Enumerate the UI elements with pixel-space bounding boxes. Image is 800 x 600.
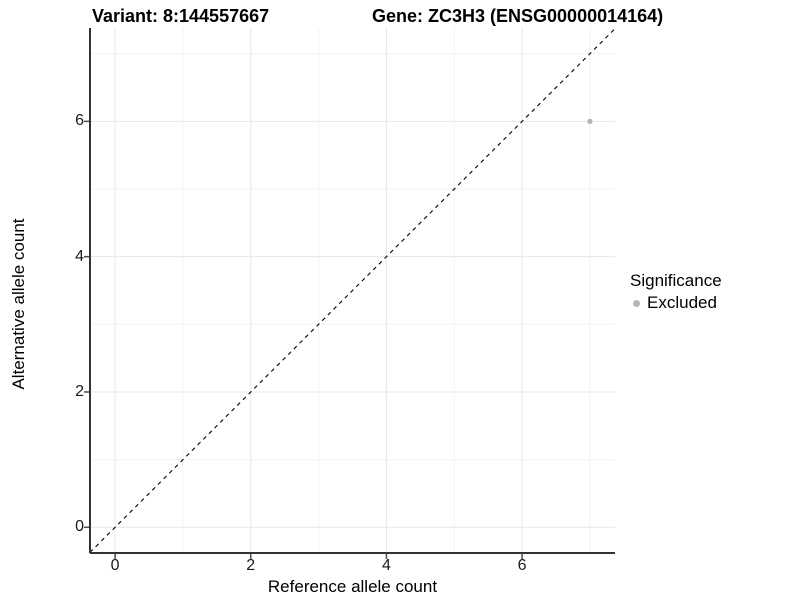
plot-panel — [84, 28, 616, 559]
gene-title: Gene: ZC3H3 (ENSG00000014164) — [372, 6, 664, 26]
legend: Significance Excluded — [630, 271, 722, 313]
legend-entries: Excluded — [630, 293, 722, 313]
x-tick-label: 6 — [517, 557, 527, 574]
legend-label: Excluded — [647, 293, 717, 312]
variant-title: Variant: 8:144557667 — [92, 6, 270, 26]
y-tick-label: 0 — [75, 518, 84, 536]
y-axis-title: Alternative allele count — [9, 218, 28, 390]
data-point — [587, 118, 593, 124]
x-tick-label: 4 — [381, 557, 391, 574]
x-tick-label: 0 — [110, 557, 120, 574]
y-tick-label: 4 — [75, 247, 84, 265]
identity-line — [89, 28, 616, 553]
x-tick-label: 2 — [246, 557, 256, 574]
x-axis-title: Reference allele count — [267, 577, 438, 596]
y-tick-label: 2 — [75, 382, 84, 400]
y-tick-label: 6 — [75, 112, 84, 130]
legend-point-icon — [633, 299, 640, 307]
plot-canvas — [84, 28, 616, 559]
legend-item: Excluded — [630, 293, 722, 313]
legend-title: Significance — [630, 271, 722, 290]
